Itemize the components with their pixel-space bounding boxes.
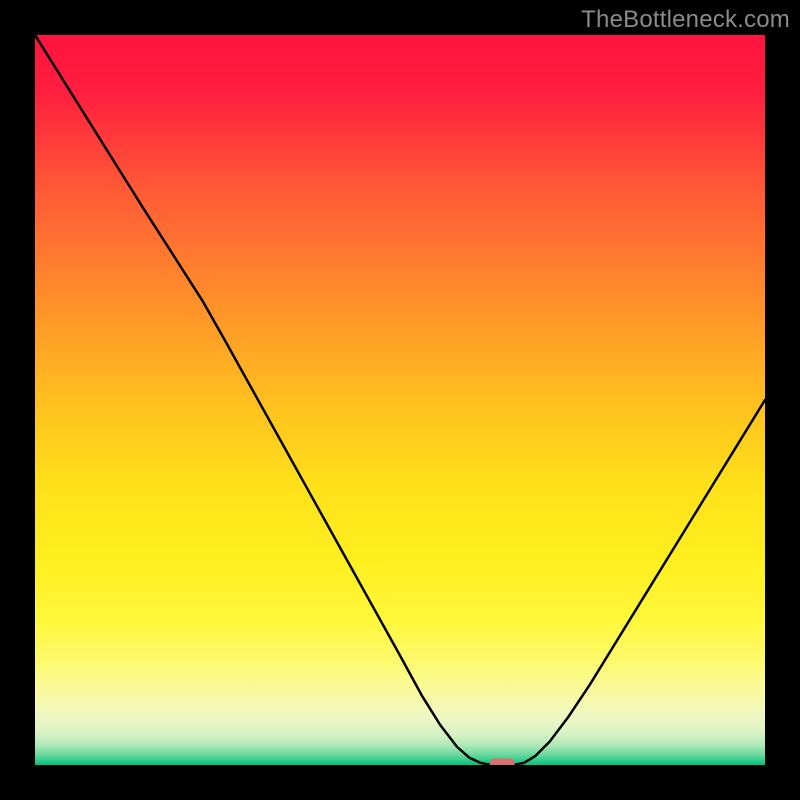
figure-root: TheBottleneck.com xyxy=(0,0,800,800)
plot-area xyxy=(35,35,765,765)
optimum-marker xyxy=(490,758,515,765)
plot-svg xyxy=(35,35,765,765)
watermark-text: TheBottleneck.com xyxy=(581,6,790,34)
